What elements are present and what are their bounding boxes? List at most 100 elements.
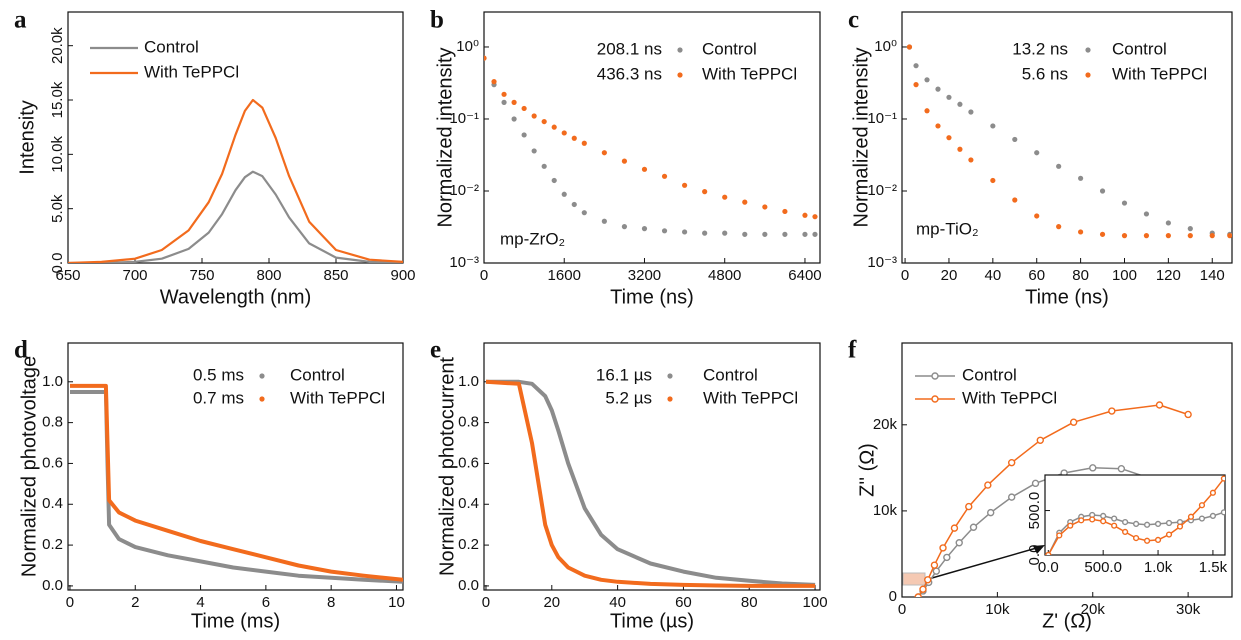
y-tick-label: 0.4 xyxy=(42,495,63,512)
x-tick-label: 1.5k xyxy=(1199,559,1228,576)
legend-marker xyxy=(667,373,673,379)
y-tick-label: 1.0 xyxy=(458,373,479,390)
panel-letter: b xyxy=(430,7,444,34)
data-marker xyxy=(1220,475,1225,482)
y-axis-label: Normalized photocurrent xyxy=(436,357,458,576)
data-marker xyxy=(1154,536,1162,543)
data-marker xyxy=(943,553,951,562)
x-tick-label: 100 xyxy=(1112,267,1137,284)
data-point xyxy=(484,55,487,61)
sample-label: mp-ZrO₂ xyxy=(500,229,565,248)
x-tick-label: 6 xyxy=(262,594,270,611)
data-point xyxy=(1121,200,1128,206)
data-marker xyxy=(1078,517,1085,524)
data-marker xyxy=(1220,509,1225,516)
x-axis-label: Time (ns) xyxy=(1025,286,1109,308)
data-point xyxy=(968,157,974,163)
plot-area xyxy=(1045,475,1225,555)
x-tick-label: 100 xyxy=(803,594,828,611)
data-point xyxy=(1187,233,1193,239)
data-marker xyxy=(1117,465,1126,473)
data-point xyxy=(802,212,808,218)
data-marker xyxy=(1154,520,1162,527)
data-marker xyxy=(914,593,922,597)
y-tick-label: 500.0 xyxy=(1026,492,1043,530)
y-tick-label: 10⁰ xyxy=(874,38,897,55)
data-point xyxy=(561,191,567,197)
x-tick-label: 750 xyxy=(189,267,214,284)
data-marker xyxy=(1108,407,1116,415)
plot-frame xyxy=(901,11,1233,264)
data-point xyxy=(742,199,748,205)
data-point xyxy=(935,123,941,129)
data-point xyxy=(531,148,537,154)
data-point xyxy=(571,201,577,208)
y-tick-label: 1.0 xyxy=(42,373,63,390)
y-tick-label: 10⁰ xyxy=(456,38,479,55)
data-point xyxy=(812,231,818,237)
data-marker xyxy=(1056,532,1063,539)
data-marker xyxy=(984,481,992,489)
data-point xyxy=(661,173,668,179)
data-marker xyxy=(1165,531,1173,538)
y-axis-label: Normalized intensity xyxy=(434,47,456,227)
panel-letter: c xyxy=(848,7,859,34)
legend-label: With TePPCl xyxy=(962,388,1057,407)
data-point xyxy=(1209,233,1215,239)
data-point xyxy=(511,116,517,122)
data-point xyxy=(935,86,941,92)
data-line xyxy=(68,98,403,263)
data-point xyxy=(681,182,688,188)
panel: 0 20 40 60 80 100 120 140 10⁻³ 10⁻² 10⁻¹ 10⁰ c Time (… xyxy=(848,7,1233,308)
x-tick-label: 40 xyxy=(609,594,626,611)
data-point xyxy=(924,77,930,83)
data-marker xyxy=(1176,523,1184,530)
data-point xyxy=(621,224,628,230)
data-point xyxy=(581,140,587,146)
data-marker xyxy=(1007,458,1016,467)
data-point xyxy=(571,135,577,141)
data-point xyxy=(1227,233,1232,239)
x-tick-label: 1600 xyxy=(548,267,581,284)
data-line xyxy=(486,379,816,587)
data-point xyxy=(702,189,708,195)
y-tick-label: 5.0k xyxy=(49,194,66,223)
y-tick-label: 10⁻¹ xyxy=(867,110,897,127)
legend-marker xyxy=(259,396,265,402)
x-axis-label: Wavelength (nm) xyxy=(160,286,312,308)
lifetime-label: 5.2 µs xyxy=(605,388,652,407)
legend-label: Control xyxy=(703,365,758,384)
lifetime-label: 208.1 ns xyxy=(597,39,662,58)
zoom-arrow xyxy=(924,546,1041,581)
x-tick-label: 850 xyxy=(323,267,348,284)
lifetime-label: 436.3 ns xyxy=(597,64,662,83)
x-tick-label: 120 xyxy=(1156,267,1181,284)
y-tick-label: 20.0k xyxy=(49,27,66,64)
x-axis-label: Z' (Ω) xyxy=(1042,610,1092,632)
x-axis-label: Time (ms) xyxy=(191,610,280,632)
data-line xyxy=(70,383,403,582)
data-point xyxy=(1143,211,1150,217)
y-tick-label: 10.0k xyxy=(49,135,66,172)
y-axis-label: Normalized photovoltage xyxy=(18,356,40,577)
data-marker xyxy=(1007,493,1016,501)
panel: 0.0 500.0 1.0k 1.5k 0.0 500.0 xyxy=(1026,474,1228,576)
data-point xyxy=(1187,226,1193,232)
lifetime-label: 0.5 ms xyxy=(193,365,244,384)
data-marker xyxy=(1155,401,1164,409)
data-point xyxy=(601,218,607,224)
data-point xyxy=(1012,197,1018,203)
x-tick-label: 4800 xyxy=(708,267,741,284)
data-point xyxy=(762,231,768,237)
x-tick-label: 700 xyxy=(122,267,147,284)
data-marker xyxy=(1143,537,1151,544)
data-point xyxy=(742,231,748,237)
data-marker xyxy=(1089,516,1096,523)
x-tick-label: 650 xyxy=(55,267,80,284)
plot-frame xyxy=(483,342,821,591)
y-tick-label: 10⁻¹ xyxy=(449,110,479,127)
data-marker xyxy=(1031,479,1040,488)
sample-label: mp-TiO₂ xyxy=(916,219,979,238)
data-marker xyxy=(1100,512,1107,519)
data-point xyxy=(521,132,527,138)
